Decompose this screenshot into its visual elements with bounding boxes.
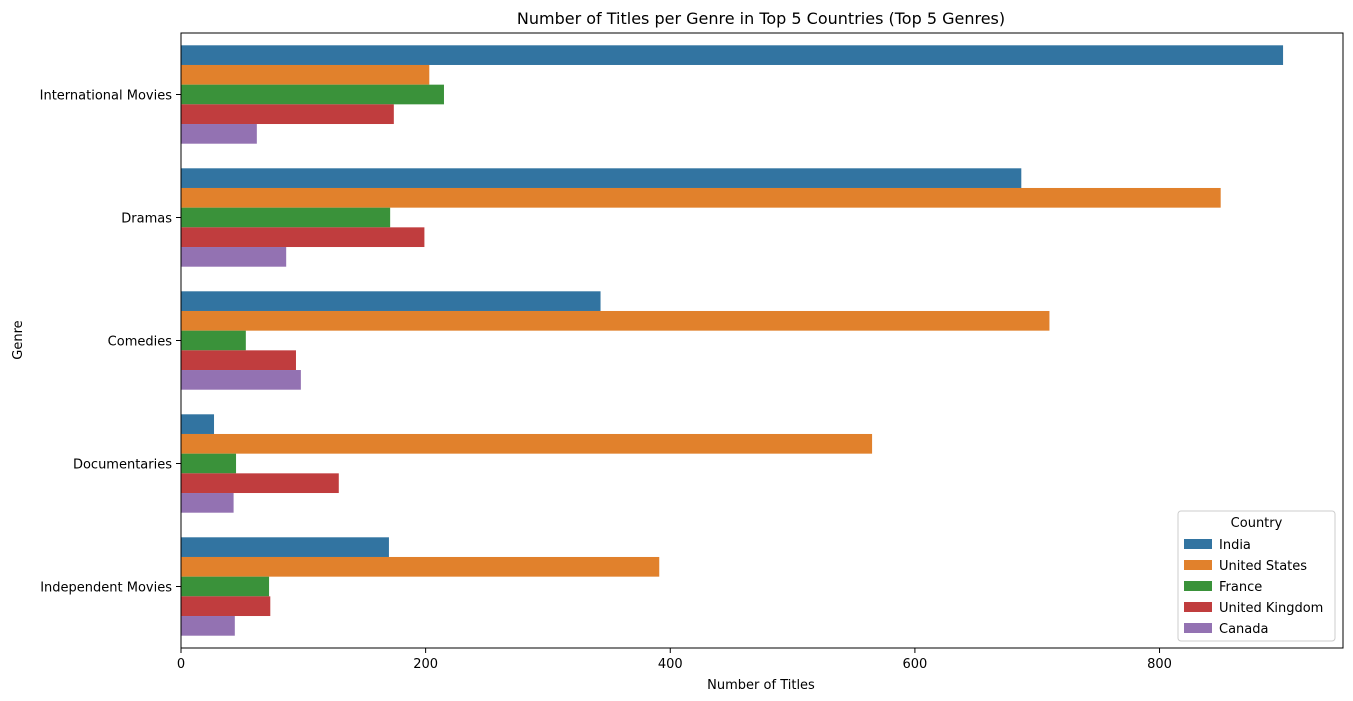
bar-canada-2 (181, 370, 301, 390)
bar-united-kingdom-3 (181, 473, 339, 494)
chart-title: Number of Titles per Genre in Top 5 Coun… (517, 9, 1005, 28)
bar-united-kingdom-0 (181, 104, 394, 125)
bar-france-0 (181, 84, 444, 105)
bar-india-4 (181, 537, 389, 557)
legend-swatch-united-states (1184, 560, 1212, 570)
legend-swatch-france (1184, 581, 1212, 591)
bar-canada-4 (181, 616, 235, 636)
y-tick-label: Comedies (108, 335, 173, 350)
y-tick-label: Documentaries (73, 458, 172, 473)
bar-india-0 (181, 45, 1284, 65)
legend-label-united-kingdom: United Kingdom (1219, 601, 1323, 616)
bar-united-states-4 (181, 556, 660, 577)
x-tick-label: 400 (658, 657, 683, 672)
x-tick-label: 800 (1147, 657, 1172, 672)
bar-india-3 (181, 414, 215, 434)
bar-france-2 (181, 330, 246, 351)
legend-label-france: France (1219, 580, 1262, 595)
y-tick-label: Dramas (121, 212, 172, 227)
bar-united-kingdom-1 (181, 227, 425, 248)
x-axis-label: Number of Titles (707, 678, 815, 693)
bar-united-states-3 (181, 433, 873, 454)
legend-swatch-canada (1184, 623, 1212, 633)
x-axis: 0 200 400 600 800 (177, 648, 1172, 672)
bar-canada-1 (181, 247, 287, 267)
bar-india-2 (181, 291, 601, 311)
legend: Country India United States France United Ki… (1177, 510, 1336, 642)
legend-label-india: India (1219, 538, 1251, 553)
plot-area (180, 32, 1344, 649)
x-tick-label: 200 (413, 657, 438, 672)
legend-frame (1177, 510, 1336, 642)
x-tick-label: 0 (177, 657, 185, 672)
bar-united-states-2 (181, 310, 1050, 331)
y-axis-label: Genre (11, 320, 26, 359)
bar-canada-3 (181, 493, 234, 513)
legend-title: Country (1231, 516, 1283, 531)
bar-india-1 (181, 168, 1022, 188)
legend-label-canada: Canada (1219, 622, 1268, 637)
bar-france-1 (181, 207, 391, 228)
bar-france-3 (181, 453, 237, 474)
y-axis: International Movies Dramas Comedies Docume… (40, 89, 181, 596)
bar-united-states-1 (181, 187, 1221, 208)
bar-united-kingdom-4 (181, 596, 271, 617)
x-tick-label: 600 (902, 657, 927, 672)
legend-swatch-india (1184, 539, 1212, 549)
y-tick-label: Independent Movies (40, 581, 172, 596)
bar-canada-0 (181, 124, 257, 144)
legend-label-united-states: United States (1219, 559, 1307, 574)
legend-swatch-united-kingdom (1184, 602, 1212, 612)
bar-united-states-0 (181, 64, 430, 85)
bar-france-4 (181, 576, 270, 597)
bar-united-kingdom-2 (181, 350, 296, 371)
y-tick-label: International Movies (40, 89, 173, 104)
